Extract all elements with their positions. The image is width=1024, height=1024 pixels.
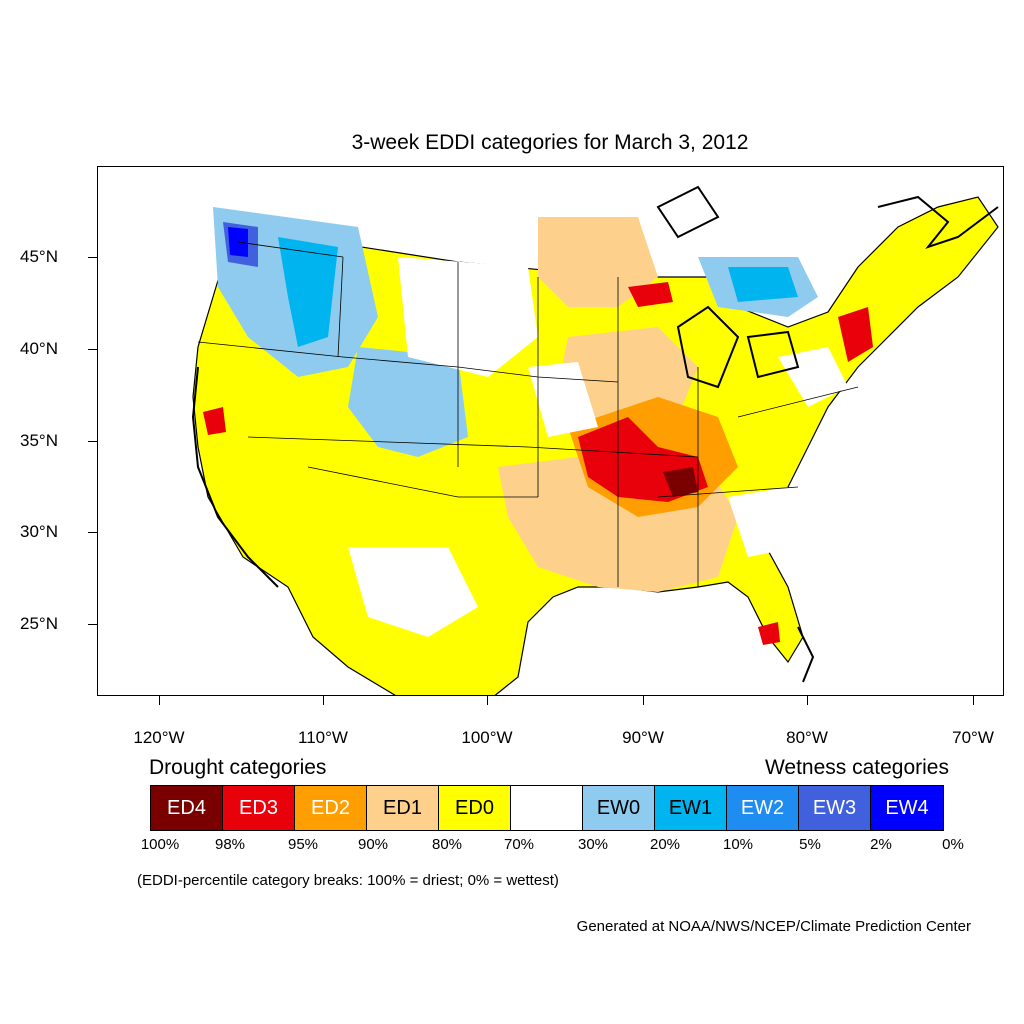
normal-region-east [778,347,848,407]
legend-swatch-ed0: ED0 [439,786,511,830]
map-panel [97,166,1004,696]
percentile-label: 80% [431,836,463,853]
ed3-region-florida [758,622,780,645]
percentile-label: 95% [287,836,319,853]
legend-swatch-ed1: ED1 [367,786,439,830]
legend-swatch-ew4: EW4 [871,786,943,830]
normal-region-plains [398,257,538,377]
lat-label: 25°N [20,614,58,633]
percentile-label: 100% [140,836,180,853]
normal-region-southeast [728,487,798,557]
ew0-region-rockies [348,347,468,457]
percentile-label: 90% [357,836,389,853]
lat-label: 35°N [20,431,58,450]
percentile-label: 2% [870,836,892,853]
legend-swatch-ed4: ED4 [151,786,223,830]
normal-region-central [528,362,598,437]
lat-tick [88,624,97,625]
lat-tick [88,257,97,258]
percentile-label: 70% [503,836,535,853]
ed3-region-michigan [628,282,673,307]
percentile-label: 30% [577,836,609,853]
legend-swatch-ed2: ED2 [295,786,367,830]
lat-label: 45°N [20,247,58,266]
legend-drought-title: Drought categories [149,756,327,779]
percentile-label: 20% [649,836,681,853]
legend-swatch-normal [511,786,583,830]
lat-tick [88,349,97,350]
ed3-region-california [203,407,226,435]
lon-label: 70°W [952,728,994,747]
lon-tick [159,696,160,705]
percentile-label: 0% [942,836,964,853]
lon-tick [973,696,974,705]
credit-line: Generated at NOAA/NWS/NCEP/Climate Predi… [576,918,971,935]
normal-region-texas [348,547,478,637]
ed4-region [663,467,698,497]
legend-wetness-title: Wetness categories [764,756,949,779]
lon-label: 80°W [786,728,828,747]
lat-tick [88,441,97,442]
legend-swatch-ew1: EW1 [655,786,727,830]
lon-tick [643,696,644,705]
lat-label: 30°N [20,522,58,541]
lon-label: 110°W [298,728,348,747]
percentile-label: 5% [799,836,821,853]
lat-tick [88,532,97,533]
ew1-region-northwest [278,237,338,347]
lon-label: 120°W [133,728,185,747]
legend-swatch-ew3: EW3 [799,786,871,830]
legend-swatch-ew0: EW0 [583,786,655,830]
legend-swatch-ew2: EW2 [727,786,799,830]
coastlines [191,185,999,683]
lon-tick [487,696,488,705]
percentile-label: 10% [722,836,754,853]
ed1-region-north [538,217,658,307]
lon-label: 100°W [461,728,513,747]
state-boundaries [197,241,859,587]
legend-colorbar: ED4 ED3 ED2 ED1 ED0 EW0 EW1 EW2 EW3 EW4 [150,785,944,831]
lon-tick [323,696,324,705]
ed3-region-northeast [838,307,873,362]
map-title: 3-week EDDI categories for March 3, 2012 [351,131,749,154]
legend-swatch-ed3: ED3 [223,786,295,830]
eddi-map [191,185,999,695]
lon-tick [807,696,808,705]
ew1-region-greatlakes [728,267,798,302]
category-note: (EDDI-percentile category breaks: 100% =… [137,872,559,889]
lat-label: 40°N [20,339,58,358]
percentile-label: 98% [214,836,246,853]
lon-label: 90°W [622,728,664,747]
